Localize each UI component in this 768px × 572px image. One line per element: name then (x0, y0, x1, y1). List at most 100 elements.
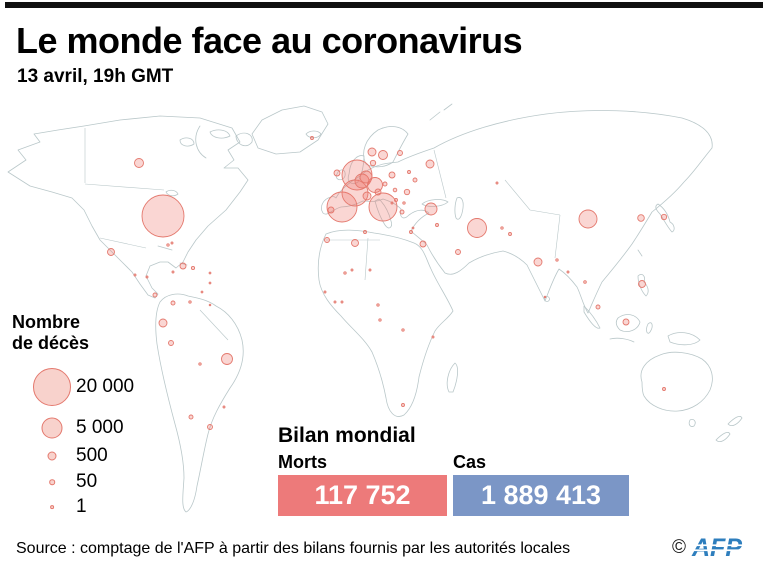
death-bubble (431, 335, 435, 339)
death-bubble (367, 147, 377, 157)
death-bubble (388, 171, 396, 179)
death-bubble (660, 213, 668, 221)
map-legend: Nombre de décès 20 000 5 000 500 50 1 (12, 312, 192, 522)
death-bubble (424, 202, 438, 216)
death-bubble (310, 136, 314, 140)
legend-title-line1: Nombre (12, 312, 81, 332)
death-bubble (662, 387, 666, 391)
death-bubble (134, 158, 144, 168)
death-bubble (376, 303, 380, 307)
date-subtitle: 13 avril, 19h GMT (17, 66, 174, 87)
death-bubble (403, 188, 411, 196)
death-bubble (425, 159, 435, 169)
death-bubble (392, 187, 398, 193)
death-bubble (327, 206, 335, 214)
death-bubble (198, 362, 202, 366)
page-title: Le monde face au coronavirus (16, 20, 523, 61)
death-bubble (394, 198, 398, 202)
death-bubble (340, 300, 344, 304)
death-bubble (378, 318, 382, 322)
death-bubble (399, 209, 405, 215)
death-bubble (435, 223, 439, 227)
death-bubble (323, 290, 327, 294)
country-outlines (7, 103, 743, 513)
death-bubble (133, 273, 137, 277)
cases-value-box: 1 889 413 (453, 475, 629, 516)
death-bubble (208, 303, 212, 307)
summary-title: Bilan mondial (278, 424, 416, 447)
death-bubble (409, 230, 413, 234)
afp-logo: AFP (691, 535, 747, 561)
death-bubble (207, 424, 213, 430)
death-bubble (333, 300, 337, 304)
death-bubble (411, 226, 415, 230)
death-bubble (166, 243, 170, 247)
legend-circle-500 (47, 451, 57, 461)
death-bubble (324, 237, 330, 243)
death-bubble (467, 218, 487, 238)
death-bubble (350, 268, 354, 272)
death-bubble (168, 340, 174, 346)
death-bubble (455, 249, 461, 255)
death-bubble (222, 405, 226, 409)
legend-title: Nombre de décès (12, 312, 192, 353)
deaths-value: 117 752 (314, 480, 411, 510)
death-bubble (533, 257, 543, 267)
death-bubble (583, 280, 587, 284)
death-bubble (401, 328, 405, 332)
deaths-label: Morts (278, 452, 327, 472)
credit: © AFP (672, 535, 747, 561)
death-bubble (378, 150, 388, 160)
death-bubble (190, 265, 196, 271)
death-bubble (362, 191, 372, 201)
death-bubble (158, 318, 168, 328)
death-bubble (333, 169, 341, 177)
death-bubble (374, 188, 382, 196)
death-bubble (390, 201, 394, 205)
afp-logo-text: AFP (691, 535, 742, 561)
death-bubble (543, 295, 547, 299)
death-bubble (208, 281, 212, 285)
death-bubble (363, 230, 367, 234)
cases-value: 1 889 413 (480, 480, 602, 510)
death-bubble (171, 270, 175, 274)
death-bubble (145, 275, 149, 279)
death-bubble (200, 290, 204, 294)
death-bubble (419, 240, 427, 248)
death-bubble (566, 270, 570, 274)
death-bubble (622, 318, 630, 326)
death-bubbles (107, 136, 668, 430)
death-bubble (500, 226, 504, 230)
deaths-value-box: 117 752 (278, 475, 447, 516)
death-bubble (578, 209, 598, 229)
death-bubble (368, 268, 372, 272)
legend-circle-5000 (41, 417, 63, 439)
legend-label-5000: 5 000 (76, 417, 124, 438)
death-bubble (637, 214, 645, 222)
cases-label: Cas (453, 452, 487, 472)
death-bubble (407, 170, 411, 174)
death-bubble (397, 150, 403, 156)
death-bubble (351, 239, 359, 247)
legend-title-line2: de décès (12, 332, 90, 353)
legend-circle-1 (50, 505, 54, 509)
death-bubble (343, 271, 347, 275)
death-bubble (508, 232, 512, 236)
death-bubble (170, 300, 176, 306)
death-bubble (179, 262, 187, 270)
death-bubble (188, 414, 194, 420)
death-bubble (369, 159, 377, 167)
death-bubble (221, 353, 233, 365)
legend-circle-20000 (33, 368, 71, 406)
death-bubble (170, 241, 174, 245)
death-bubble (141, 194, 185, 238)
death-bubble (382, 181, 388, 187)
death-bubble (208, 271, 212, 275)
death-bubble (555, 258, 559, 262)
death-bubble (595, 304, 601, 310)
death-bubble (412, 177, 418, 183)
legend-label-1: 1 (76, 496, 87, 517)
legend-label-50: 50 (76, 471, 98, 492)
death-bubble (368, 192, 398, 222)
